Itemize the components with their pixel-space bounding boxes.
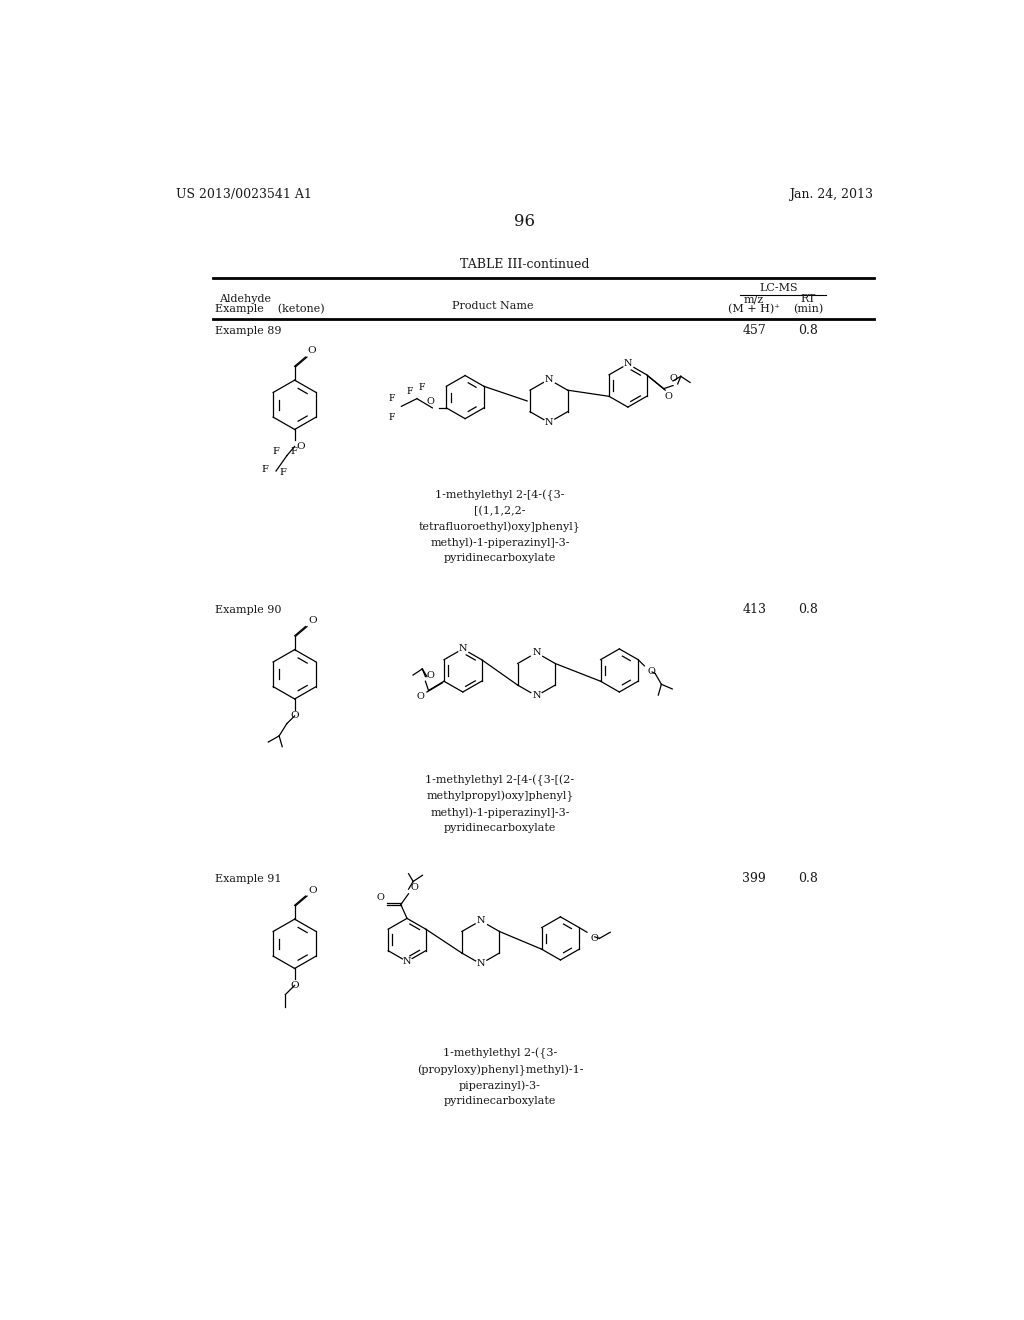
Text: Example    (ketone): Example (ketone) (215, 304, 325, 314)
Text: O: O (417, 692, 425, 701)
Text: O: O (427, 671, 435, 680)
Text: (min): (min) (794, 304, 823, 314)
Text: m/z: m/z (744, 294, 764, 305)
Text: Aldehyde: Aldehyde (219, 294, 271, 305)
Text: US 2013/0023541 A1: US 2013/0023541 A1 (176, 189, 312, 202)
Text: F: F (419, 384, 425, 392)
Text: O: O (647, 668, 655, 676)
Text: O: O (669, 375, 677, 383)
Text: N: N (402, 957, 412, 966)
Text: (M + H)⁺: (M + H)⁺ (728, 304, 780, 314)
Text: Example 91: Example 91 (215, 874, 282, 884)
Text: O: O (377, 894, 385, 903)
Text: F: F (389, 412, 395, 421)
Text: N: N (545, 418, 553, 426)
Text: F: F (280, 469, 287, 478)
Text: O: O (291, 711, 299, 721)
Text: Example 90: Example 90 (215, 605, 282, 615)
Text: Product Name: Product Name (452, 301, 534, 312)
Text: F: F (272, 447, 280, 457)
Text: N: N (545, 375, 553, 384)
Text: O: O (308, 346, 316, 355)
Text: 0.8: 0.8 (799, 873, 818, 886)
Text: N: N (476, 960, 485, 969)
Text: O: O (296, 442, 305, 450)
Text: N: N (459, 644, 467, 653)
Text: 1-methylethyl 2-[4-({3-
[(1,1,2,2-
tetrafluoroethyl)oxy]phenyl}
methyl)-1-pipera: 1-methylethyl 2-[4-({3- [(1,1,2,2- tetra… (419, 490, 581, 564)
Text: LC-MS: LC-MS (760, 282, 799, 293)
Text: 0.8: 0.8 (799, 603, 818, 615)
Text: 399: 399 (742, 873, 766, 886)
Text: RT: RT (801, 294, 816, 305)
Text: 1-methylethyl 2-({3-
(propyloxy)phenyl}methyl)-1-
piperazinyl)-3-
pyridinecarbox: 1-methylethyl 2-({3- (propyloxy)phenyl}m… (417, 1048, 584, 1106)
Text: F: F (291, 447, 298, 457)
Text: N: N (532, 648, 541, 657)
Text: O: O (590, 933, 598, 942)
Text: F: F (407, 387, 413, 396)
Text: TABLE III-continued: TABLE III-continued (460, 257, 590, 271)
Text: 0.8: 0.8 (799, 323, 818, 337)
Text: Jan. 24, 2013: Jan. 24, 2013 (790, 189, 873, 202)
Text: F: F (389, 395, 395, 404)
Text: 1-methylethyl 2-[4-({3-[(2-
methylpropyl)oxy]phenyl}
methyl)-1-piperazinyl]-3-
p: 1-methylethyl 2-[4-({3-[(2- methylpropyl… (425, 775, 574, 833)
Text: N: N (624, 359, 632, 368)
Text: N: N (532, 692, 541, 701)
Text: N: N (476, 916, 485, 925)
Text: Example 89: Example 89 (215, 326, 282, 337)
Text: 413: 413 (742, 603, 766, 615)
Text: O: O (426, 397, 434, 407)
Text: 96: 96 (514, 213, 536, 230)
Text: O: O (308, 616, 317, 626)
Text: O: O (308, 886, 317, 895)
Text: O: O (291, 981, 299, 990)
Text: O: O (665, 392, 673, 401)
Text: F: F (261, 465, 268, 474)
Text: O: O (410, 883, 418, 892)
Text: 457: 457 (742, 323, 766, 337)
